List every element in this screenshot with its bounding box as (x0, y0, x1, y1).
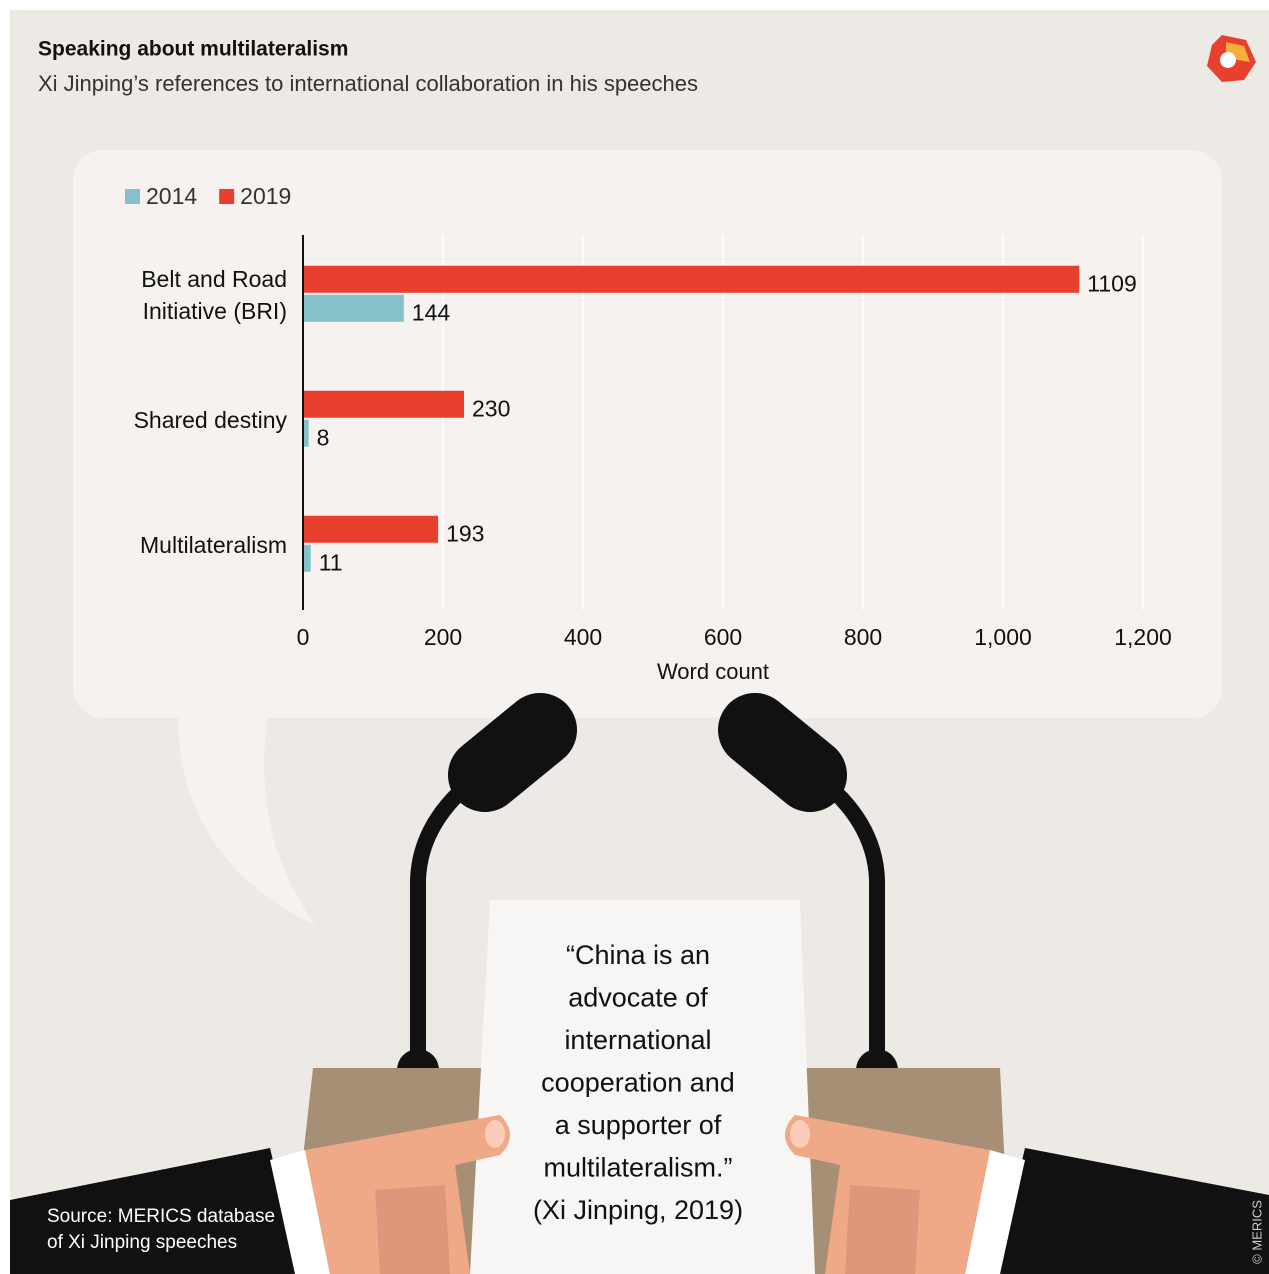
bar (303, 265, 1080, 293)
x-tick-label: 200 (424, 624, 462, 650)
x-tick-label: 400 (564, 624, 602, 650)
quote-line: international (564, 1025, 711, 1055)
x-tick-label: 0 (297, 624, 310, 650)
legend-label: 2014 (146, 183, 197, 209)
illustration (10, 693, 1269, 1274)
subtitle: Xi Jinping’s references to international… (38, 71, 698, 96)
source-line: of Xi Jinping speeches (47, 1232, 237, 1253)
y-tick-label: Shared destiny (133, 406, 287, 433)
y-tick-label: Belt and Road Initiative (BRI) (141, 265, 287, 324)
quote-line: advocate of (568, 983, 708, 1013)
x-tick-label: 600 (704, 624, 742, 650)
value-label: 144 (412, 299, 451, 325)
legend-swatch (219, 189, 235, 204)
bar (303, 390, 464, 418)
bar (303, 294, 404, 322)
value-label: 193 (446, 520, 484, 546)
bar (303, 515, 439, 543)
quote-line: a supporter of (555, 1110, 722, 1140)
quote-line: “China is an (566, 940, 710, 970)
value-label: 11 (319, 549, 343, 575)
quote-line: (Xi Jinping, 2019) (533, 1195, 743, 1225)
y-tick-label: Multilateralism (140, 531, 287, 558)
quote-line: multilateralism.” (543, 1153, 732, 1183)
value-label: 8 (317, 424, 330, 450)
x-tick-label: 1,200 (1114, 624, 1172, 650)
x-tick-label: 1,000 (974, 624, 1032, 650)
title: Speaking about multilateralism (38, 38, 348, 61)
bubble-tail (178, 700, 315, 925)
legend-swatch (125, 189, 140, 204)
logo (1207, 35, 1256, 82)
bar (303, 419, 309, 447)
bar (303, 544, 311, 572)
x-axis-label: Word count (657, 659, 769, 684)
quote-line: cooperation and (541, 1068, 735, 1098)
legend-label: 2019 (240, 183, 291, 209)
source-line: Source: MERICS database (47, 1206, 275, 1227)
copyright: © MERICS (1249, 1200, 1264, 1264)
value-label: 230 (472, 395, 510, 421)
value-label: 1109 (1087, 270, 1136, 296)
x-tick-label: 800 (844, 624, 882, 650)
